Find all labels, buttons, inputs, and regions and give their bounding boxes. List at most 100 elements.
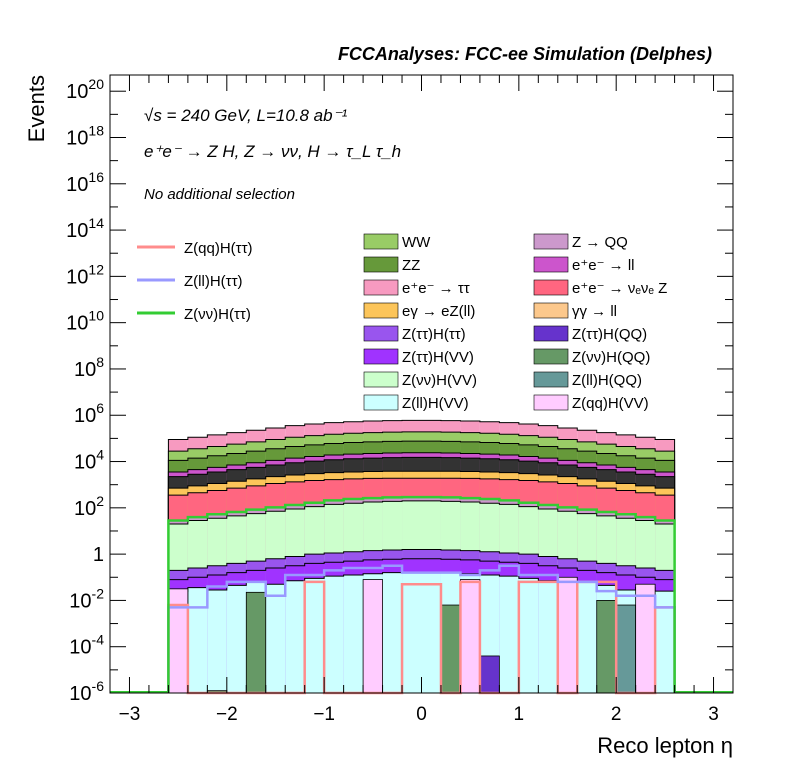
legend-fill-label: Z(νν)H(VV): [402, 372, 477, 389]
energy-lumi-annotation: √s = 240 GeV, L=10.8 ab⁻¹: [144, 106, 348, 125]
sparse-bar: [460, 579, 481, 694]
stack-bar: [265, 584, 286, 693]
sparse-bar: [615, 604, 637, 694]
stack-bar: [226, 585, 247, 693]
x-tick-label: 1: [514, 704, 525, 725]
legend-fill-label: e⁺e⁻ → ττ: [402, 280, 470, 297]
legend-fill-swatch: [363, 233, 399, 250]
legend-fill-swatch: [363, 325, 399, 342]
legend-fill-label: WW: [402, 234, 431, 251]
overlay-line: [167, 564, 676, 693]
y-tick-label: 1018: [66, 122, 104, 149]
y-tick-label: 1020: [66, 76, 104, 103]
legend-fill-swatch: [533, 348, 569, 365]
stack-outline: [167, 548, 676, 693]
axis-tick-labels: −3 −2 −1 0 1 2 3 1020 1018 1016 1014 1012 1010 108 106…: [66, 76, 719, 725]
y-tick-label: 1010: [66, 308, 104, 335]
legend-fill-swatch: [533, 394, 569, 411]
stack-bar: [187, 587, 208, 693]
legend-fill-label: e⁺e⁻ → νₑνₑ Z: [572, 280, 667, 297]
sparse-bar: [362, 579, 383, 694]
legend-fill-swatch: [363, 256, 399, 273]
y-tick-label: 108: [74, 354, 104, 381]
x-axis-label: Reco lepton η: [597, 733, 733, 758]
y-tick-label: 106: [74, 400, 104, 427]
stack-outline: [167, 500, 676, 693]
legend-fill-label: ZZ: [402, 257, 420, 274]
stack-bar: [538, 580, 558, 693]
y-tick-label: 102: [74, 493, 104, 520]
legend-fill-label: Z(ll)H(QQ): [572, 372, 642, 389]
legend-fill-swatch: [533, 233, 569, 250]
legend-fill-swatch: [533, 256, 569, 273]
stack-outline: [167, 470, 676, 693]
stack-bar: [655, 591, 675, 693]
sparse-bar: [479, 655, 500, 694]
sparse-bar: [635, 583, 656, 694]
axis-ticks: [109, 75, 734, 694]
stack-bar: [499, 576, 519, 693]
legend-fill-label: Z(ττ)H(VV): [402, 349, 474, 366]
sparse-bar: [245, 591, 267, 694]
legend-line-label: Z(νν)H(ττ): [184, 306, 251, 323]
legend-fill-swatch: [533, 371, 569, 388]
sparse-bar: [440, 604, 461, 694]
legend-fill-label: Z(ττ)H(ττ): [402, 326, 466, 343]
legend-fill-swatch: [363, 394, 399, 411]
y-tick-label: 1016: [66, 169, 104, 196]
legend-fill-label: e⁺e⁻ → ll: [572, 257, 635, 274]
stack-outline: [167, 440, 676, 693]
selection-annotation: No additional selection: [144, 186, 295, 203]
legend-fill-label: Z(ττ)H(QQ): [572, 326, 647, 343]
stack-outline: [167, 477, 676, 693]
process-annotation: e⁺e⁻ → Z H, Z → νν, H → τ_L τ_h: [144, 142, 401, 161]
legend-fill-swatch: [533, 302, 569, 319]
stack-bar: [518, 578, 539, 693]
legend-line-label: Z(ll)H(ττ): [184, 273, 243, 290]
stack-bar: [324, 576, 344, 693]
legend-fill-swatch: [363, 302, 399, 319]
legend-line-label: Z(qq)H(ττ): [184, 240, 253, 257]
legend-fill-swatch: [363, 348, 399, 365]
stack-bar: [421, 572, 441, 693]
legend-backgrounds: WW Z → QQ ZZ e⁺e⁻ → ll e⁺e⁻ → ττ e⁺e⁻ → νₑνₑ …: [363, 233, 667, 412]
legend-fill-swatch: [533, 279, 569, 296]
legend-fill-label: Z(qq)H(VV): [572, 395, 649, 412]
legend-fill-label: Z(ll)H(VV): [402, 395, 469, 412]
x-tick-label: 2: [611, 704, 622, 725]
x-tick-label: 0: [416, 704, 427, 725]
legend-fill-swatch: [363, 371, 399, 388]
legend-fill-swatch: [363, 279, 399, 296]
y-tick-label: 104: [74, 447, 104, 474]
stack-outline: [167, 456, 676, 693]
y-tick-label: 1: [93, 544, 104, 566]
sparse-bar: [557, 576, 578, 694]
stack-outline: [167, 431, 676, 693]
legend-signal: Z(qq)H(ττ) Z(ll)H(ττ) Z(νν)H(ττ): [137, 240, 253, 323]
y-axis-label: Events: [24, 75, 49, 142]
y-tick-label: 10-2: [69, 585, 104, 612]
y-tick-label: 1014: [66, 215, 104, 242]
stack-outline: [167, 452, 676, 693]
stack-outline: [167, 419, 676, 693]
overlay-line: [167, 495, 676, 693]
stack-bar: [285, 580, 305, 693]
y-tick-label: 1012: [66, 261, 104, 288]
chart-title: FCCAnalyses: FCC-ee Simulation (Delphes): [338, 44, 712, 64]
x-tick-label: −3: [119, 704, 141, 725]
x-tick-label: 3: [708, 704, 719, 725]
y-tick-label: 10-4: [69, 632, 104, 659]
legend-fill-label: γγ → ll: [572, 303, 617, 320]
legend-fill-label: Z → QQ: [572, 234, 628, 251]
y-tick-label: 10-6: [69, 678, 104, 705]
stack-bar: [343, 574, 364, 693]
stack-bar: [577, 581, 597, 693]
stack-bar: [304, 578, 325, 693]
stack-bar: [402, 572, 422, 693]
legend-fill-label: Z(νν)H(QQ): [572, 349, 650, 366]
x-tick-label: −1: [313, 704, 335, 725]
stack-outline: [167, 558, 676, 693]
legend-fill-swatch: [533, 325, 569, 342]
stack-bar: [207, 590, 227, 693]
